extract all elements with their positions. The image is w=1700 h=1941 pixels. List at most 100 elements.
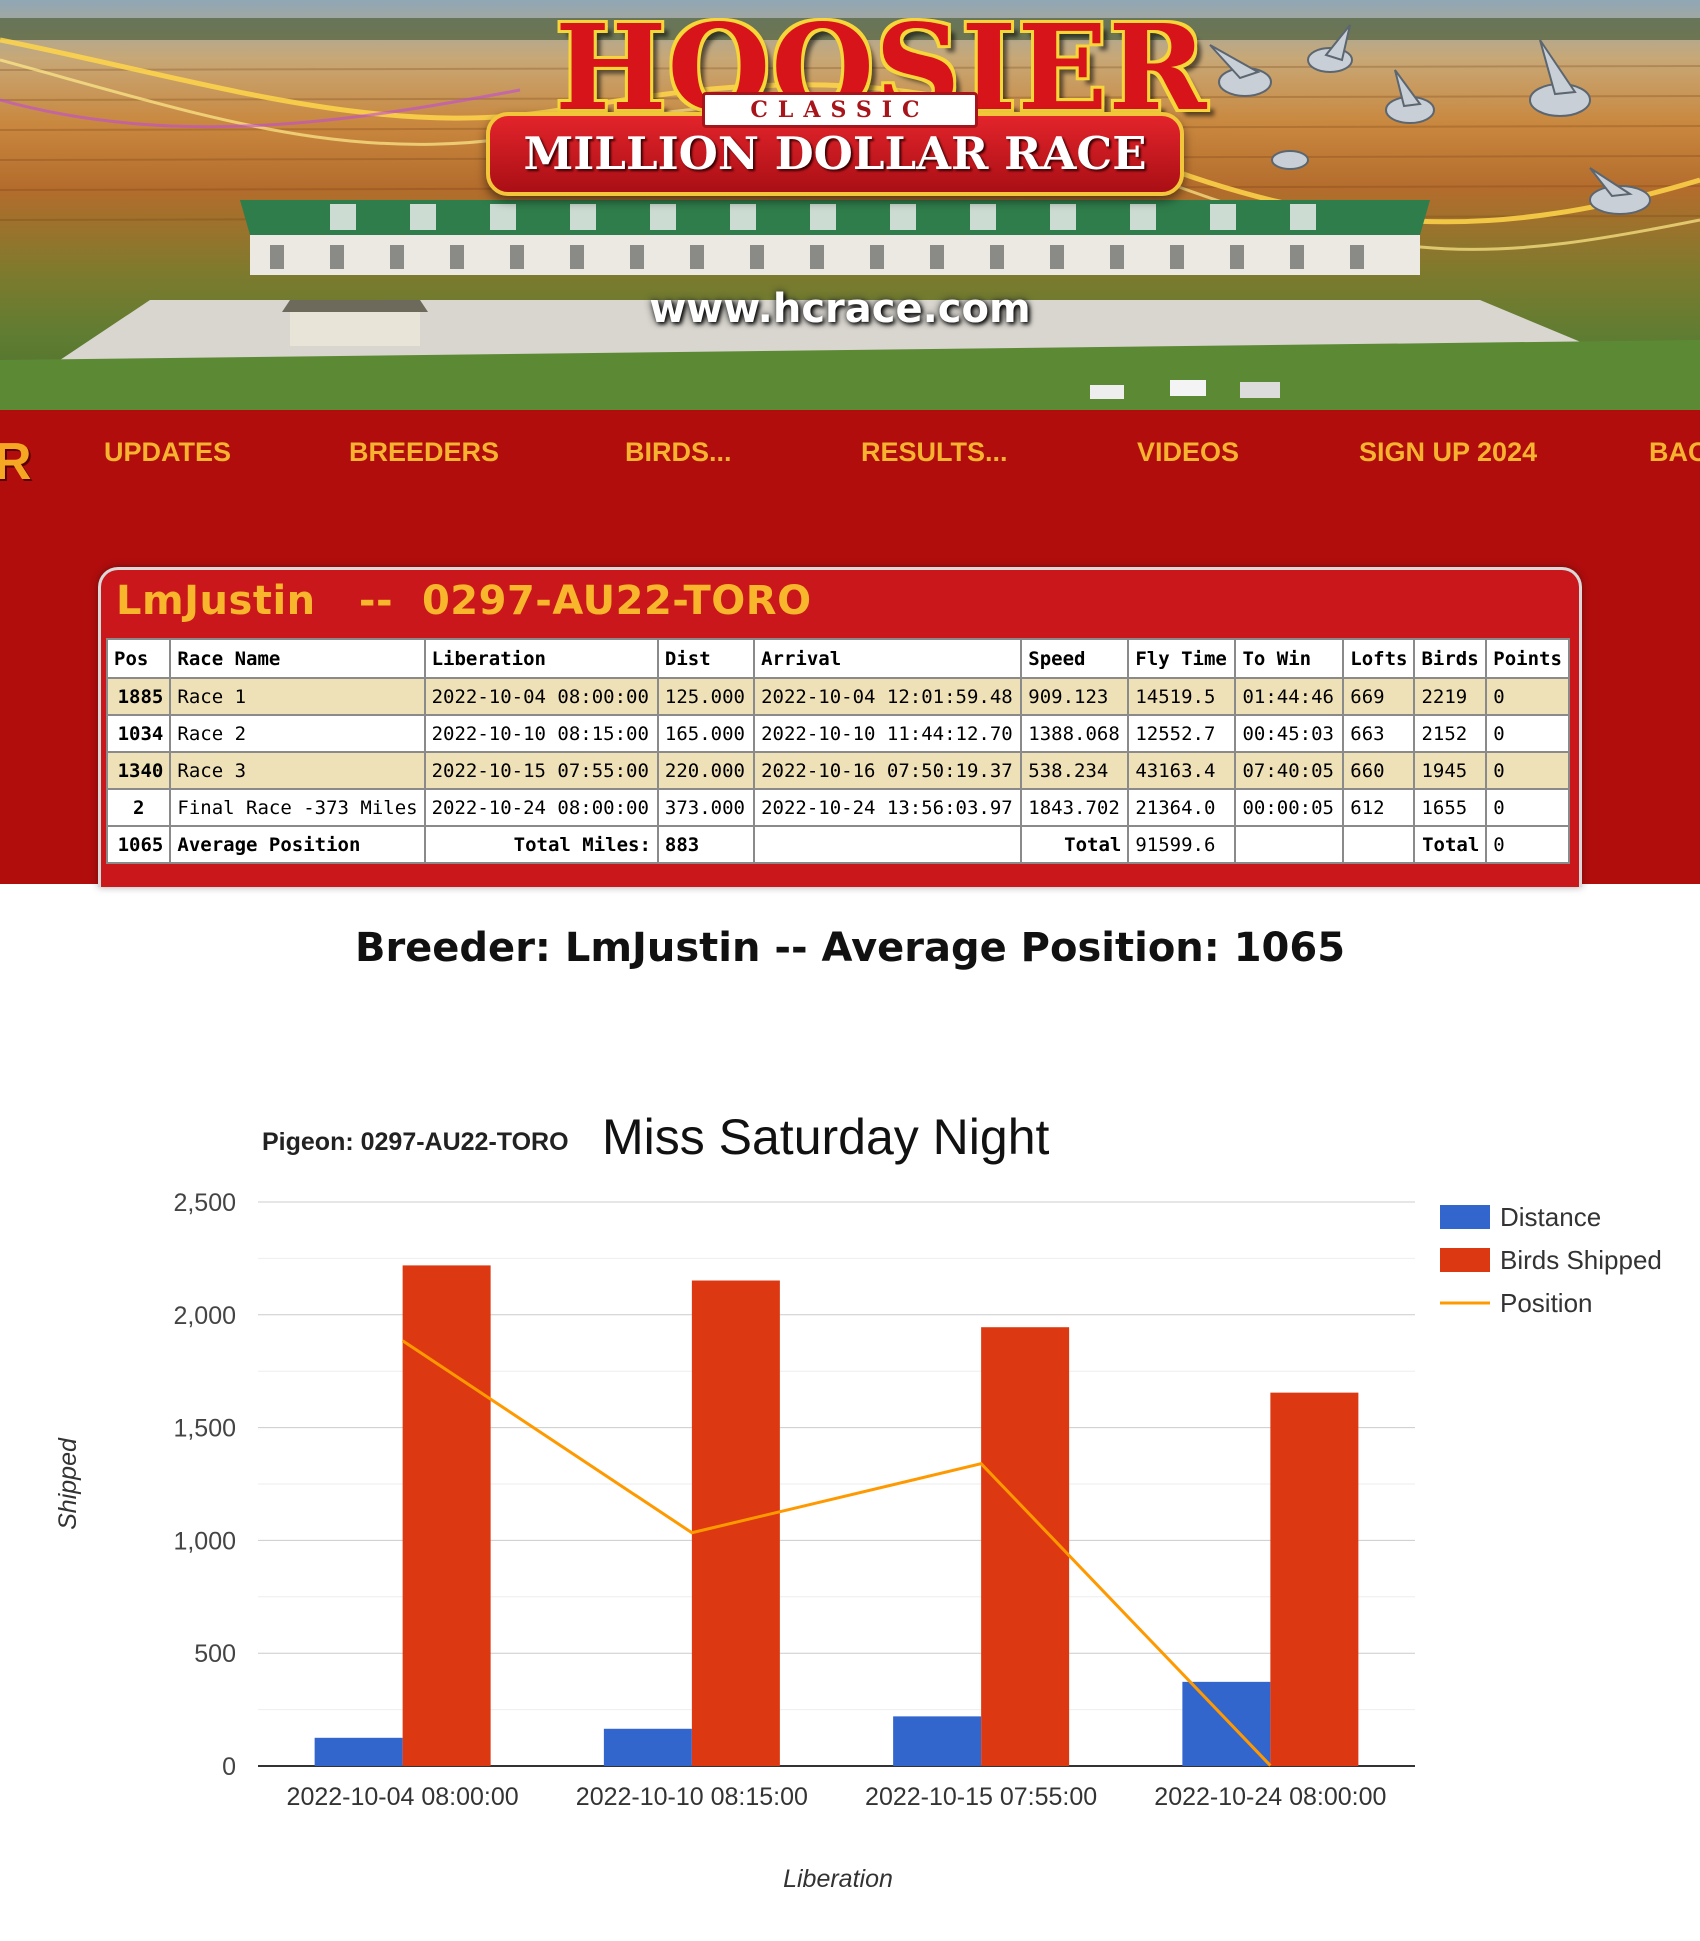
y-tick-label: 1,500 bbox=[173, 1415, 236, 1443]
results-title: LmJustin -- 0297-AU22-TORO bbox=[116, 578, 812, 624]
cell-race-name: Race 2 bbox=[169, 714, 426, 753]
cell-birds: 2152 bbox=[1413, 714, 1488, 753]
bar-distance bbox=[603, 1728, 692, 1766]
cell-arrival: 2022-10-16 07:50:19.37 bbox=[753, 751, 1023, 790]
nav-back[interactable]: BAC bbox=[1649, 437, 1700, 467]
col-header-lofts: Lofts bbox=[1342, 638, 1416, 679]
cell-arrival: 2022-10-10 11:44:12.70 bbox=[753, 714, 1023, 753]
cell-speed: 1388.068 bbox=[1020, 714, 1130, 753]
summary-total-label: Total bbox=[1020, 825, 1130, 864]
bar-distance bbox=[314, 1737, 403, 1766]
cell-points: 0 bbox=[1485, 751, 1570, 790]
legend-swatch-distance bbox=[1440, 1205, 1490, 1229]
cell-birds: 1945 bbox=[1413, 751, 1488, 790]
legend-label: Position bbox=[1500, 1288, 1593, 1318]
col-header-birds: Birds bbox=[1413, 638, 1488, 679]
x-axis-title: Liberation bbox=[783, 1865, 893, 1893]
cell-to-win: 07:40:05 bbox=[1234, 751, 1345, 790]
x-tick-label: 2022-10-15 07:55:00 bbox=[865, 1783, 1097, 1811]
x-tick-label: 2022-10-10 08:15:00 bbox=[576, 1783, 808, 1811]
legend-label: Distance bbox=[1500, 1202, 1601, 1232]
summary-total-points: 0 bbox=[1485, 825, 1570, 864]
col-header-points: Points bbox=[1485, 638, 1570, 679]
x-tick-label: 2022-10-04 08:00:00 bbox=[287, 1783, 519, 1811]
cell-to-win: 00:00:05 bbox=[1234, 788, 1345, 827]
nav-updates[interactable]: UPDATES bbox=[104, 437, 232, 467]
x-tick-label: 2022-10-24 08:00:00 bbox=[1154, 1783, 1386, 1811]
results-table: Pos Race Name Liberation Dist Arrival Sp… bbox=[105, 638, 1570, 864]
summary-average-label: Average Position bbox=[169, 825, 426, 864]
nav-sign-up[interactable]: SIGN UP 2024 bbox=[1359, 437, 1538, 467]
bar-distance bbox=[893, 1716, 982, 1766]
table-row: 2 Final Race -373 Miles 2022-10-24 08:00… bbox=[105, 788, 1570, 827]
cell-points: 0 bbox=[1485, 788, 1570, 827]
cell-fly-time: 43163.4 bbox=[1127, 751, 1237, 790]
col-header-fly-time: Fly Time bbox=[1127, 638, 1237, 679]
cell-lofts: 663 bbox=[1342, 714, 1416, 753]
line-position bbox=[401, 1339, 1272, 1767]
table-row: 1885 Race 1 2022-10-04 08:00:00 125.000 … bbox=[105, 677, 1570, 716]
nav-results[interactable]: RESULTS... bbox=[861, 437, 1008, 467]
cell-dist: 220.000 bbox=[656, 751, 756, 790]
col-header-to-win: To Win bbox=[1234, 638, 1345, 679]
cell-fly-time: 14519.5 bbox=[1127, 677, 1237, 716]
nav-breeders[interactable]: BREEDERS bbox=[349, 437, 500, 467]
cell-speed: 538.234 bbox=[1020, 751, 1130, 790]
breeder-heading: Breeder: LmJustin -- Average Position: 1… bbox=[354, 925, 1346, 971]
y-axis-title: Shipped bbox=[54, 1437, 82, 1530]
col-header-liberation: Liberation bbox=[423, 638, 659, 679]
cell-to-win: 00:45:03 bbox=[1234, 714, 1345, 753]
nav-videos[interactable]: VIDEOS bbox=[1137, 437, 1240, 467]
table-row: 1034 Race 2 2022-10-10 08:15:00 165.000 … bbox=[105, 714, 1570, 753]
cell-lofts: 669 bbox=[1342, 677, 1416, 716]
cell-race-name: Final Race -373 Miles bbox=[169, 788, 426, 827]
summary-total-birds-label: Total bbox=[1413, 825, 1488, 864]
cell-birds: 1655 bbox=[1413, 788, 1488, 827]
cell-liberation: 2022-10-15 07:55:00 bbox=[423, 751, 659, 790]
cell-dist: 373.000 bbox=[656, 788, 756, 827]
y-tick-label: 500 bbox=[194, 1640, 236, 1668]
cell-speed: 909.123 bbox=[1020, 677, 1130, 716]
cell-liberation: 2022-10-24 08:00:00 bbox=[423, 788, 659, 827]
bar-birds-shipped bbox=[1270, 1392, 1359, 1766]
cell-arrival: 2022-10-24 13:56:03.97 bbox=[753, 788, 1023, 827]
y-tick-label: 1,000 bbox=[173, 1527, 236, 1555]
banner-url: www.hcrace.com bbox=[649, 286, 1031, 332]
nav-birds[interactable]: BIRDS... bbox=[625, 437, 732, 467]
table-row: 1340 Race 3 2022-10-15 07:55:00 220.000 … bbox=[105, 751, 1570, 790]
chart-title: Pigeon: 0297-AU22-TORO bbox=[262, 1128, 569, 1156]
table-header-row: Pos Race Name Liberation Dist Arrival Sp… bbox=[105, 638, 1570, 679]
summary-to-win bbox=[1234, 825, 1345, 864]
cell-lofts: 660 bbox=[1342, 751, 1416, 790]
cell-dist: 125.000 bbox=[656, 677, 756, 716]
summary-average-position: 1065 bbox=[105, 825, 172, 864]
site-banner: HOOSIER MILLION DOLLAR RACE CLASSIC www.… bbox=[0, 0, 1700, 410]
cell-race-name: Race 1 bbox=[169, 677, 426, 716]
cell-fly-time: 12552.7 bbox=[1127, 714, 1237, 753]
summary-arrival bbox=[753, 825, 1023, 864]
summary-total-fly-time: 91599.6 bbox=[1127, 825, 1237, 864]
cell-points: 0 bbox=[1485, 677, 1570, 716]
bar-birds-shipped bbox=[981, 1327, 1070, 1766]
logo-classic-label: CLASSIC bbox=[702, 92, 978, 128]
pigeon-chart: Pigeon: 0297-AU22-TORO Miss Saturday Nigh… bbox=[54, 1109, 1662, 1893]
col-header-pos: Pos bbox=[105, 638, 172, 679]
legend-label: Birds Shipped bbox=[1500, 1245, 1662, 1275]
summary-row: 1065 Average Position Total Miles: 883 T… bbox=[105, 825, 1570, 864]
col-header-race-name: Race Name bbox=[169, 638, 426, 679]
bar-birds-shipped bbox=[402, 1265, 491, 1766]
nav-cut-logo: R bbox=[0, 433, 32, 491]
cell-pos: 2 bbox=[105, 788, 172, 827]
y-tick-label: 2,500 bbox=[173, 1189, 236, 1217]
cell-dist: 165.000 bbox=[656, 714, 756, 753]
col-header-speed: Speed bbox=[1020, 638, 1130, 679]
summary-total-miles-label: Total Miles: bbox=[423, 825, 659, 864]
cell-fly-time: 21364.0 bbox=[1127, 788, 1237, 827]
cell-liberation: 2022-10-04 08:00:00 bbox=[423, 677, 659, 716]
cell-arrival: 2022-10-04 12:01:59.48 bbox=[753, 677, 1023, 716]
cell-speed: 1843.702 bbox=[1020, 788, 1130, 827]
chart-subtitle: Miss Saturday Night bbox=[602, 1109, 1049, 1165]
cell-pos: 1340 bbox=[105, 751, 172, 790]
col-header-arrival: Arrival bbox=[753, 638, 1023, 679]
cell-race-name: Race 3 bbox=[169, 751, 426, 790]
